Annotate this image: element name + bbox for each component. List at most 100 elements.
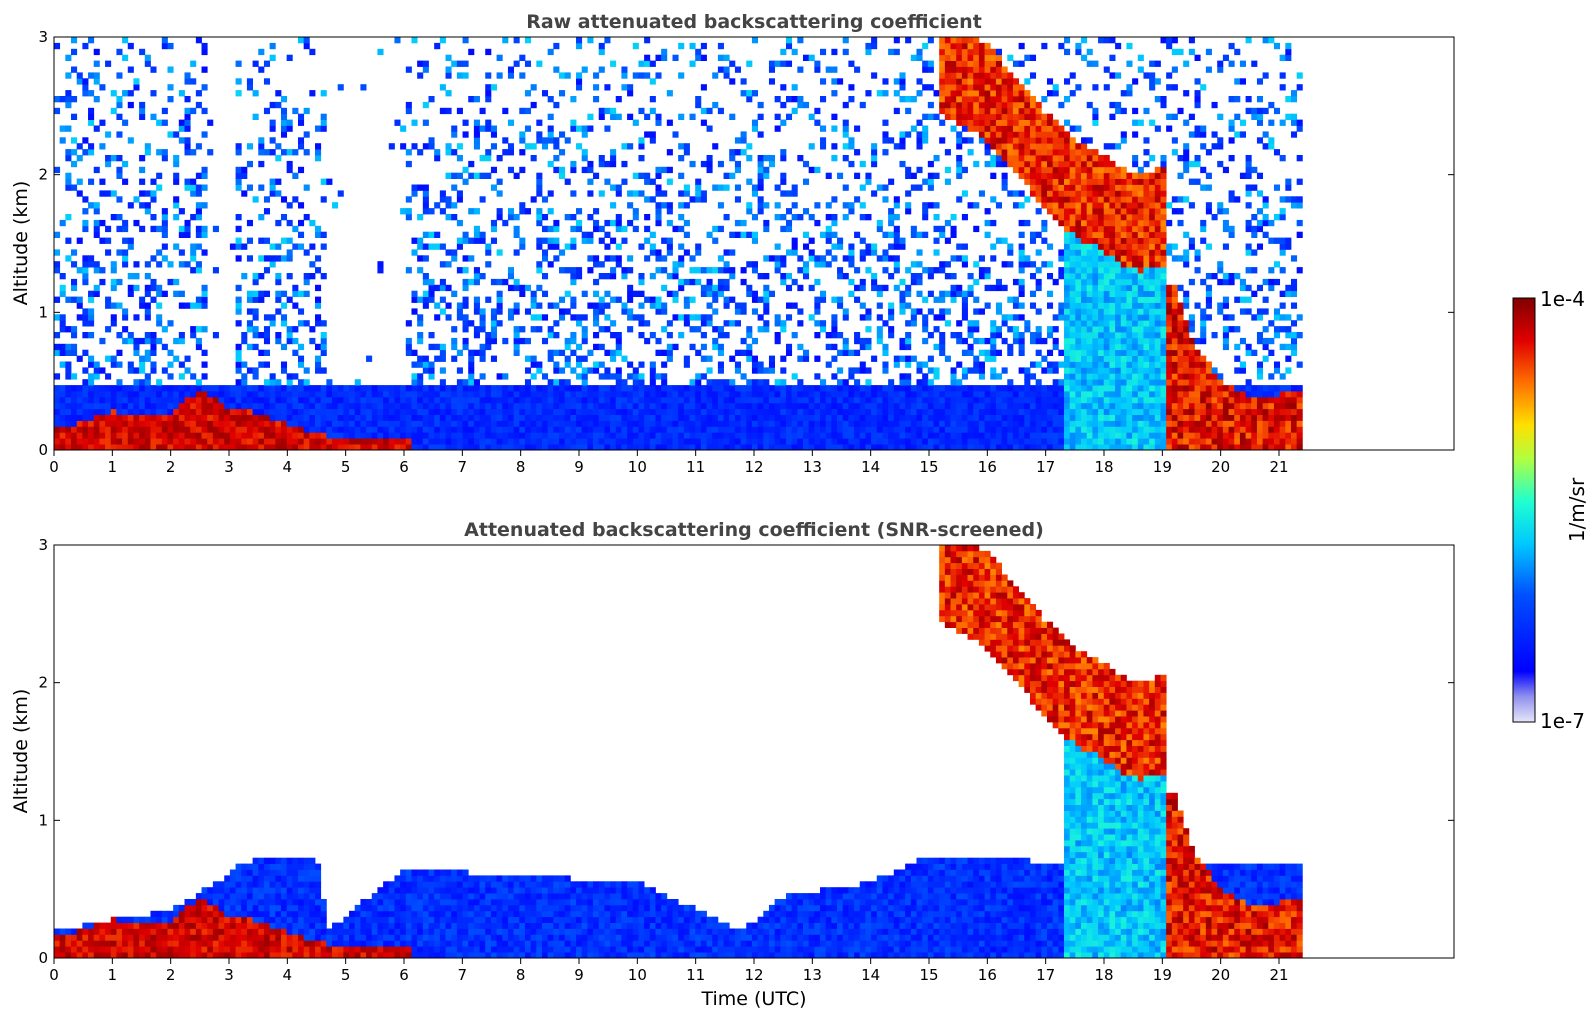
heatmap-cell (831, 314, 838, 321)
heatmap-cell (740, 396, 747, 404)
heatmap-cell (973, 101, 980, 109)
heatmap-cell (133, 284, 140, 292)
heatmap-cell (553, 367, 560, 374)
heatmap-cell (734, 66, 741, 73)
heatmap-cell (417, 337, 424, 345)
heatmap-cell (848, 438, 855, 445)
heatmap-cell (93, 414, 100, 421)
heatmap-cell (751, 296, 758, 303)
heatmap-cell (201, 48, 208, 56)
heatmap-cell (394, 37, 401, 44)
heatmap-cell (139, 408, 146, 415)
heatmap-cell (65, 237, 72, 244)
heatmap-cell (292, 385, 299, 392)
heatmap-cell (195, 184, 202, 191)
heatmap-cell (644, 296, 651, 303)
heatmap-cell (292, 302, 299, 309)
heatmap-cell (729, 402, 736, 410)
heatmap-cell (717, 160, 724, 168)
heatmap-cell (252, 444, 259, 450)
heatmap-cell (621, 426, 628, 433)
heatmap-cell (1035, 125, 1042, 132)
heatmap-cell (422, 60, 429, 67)
heatmap-cell (54, 385, 61, 392)
heatmap-cell (258, 137, 265, 144)
heatmap-cell (116, 349, 123, 356)
heatmap-cell (785, 302, 793, 309)
heatmap-cell (791, 190, 798, 197)
heatmap-cell (865, 420, 872, 427)
heatmap-cell (712, 391, 719, 398)
heatmap-cell (763, 408, 770, 415)
heatmap-cell (751, 414, 758, 421)
heatmap-cell (967, 408, 974, 415)
heatmap-cell (71, 396, 78, 404)
heatmap-cell (156, 225, 163, 233)
heatmap-cell (848, 255, 855, 262)
heatmap-cell (734, 385, 741, 392)
heatmap-cell (1018, 314, 1025, 321)
heatmap-cell (695, 243, 702, 250)
heatmap-cell (110, 444, 117, 450)
heatmap-cell (473, 225, 480, 233)
heatmap-cell (842, 273, 849, 280)
heatmap-cell (610, 444, 617, 450)
heatmap-cell (956, 113, 963, 120)
heatmap-cell (110, 438, 117, 445)
heatmap-cell (893, 231, 900, 238)
heatmap-cell (995, 72, 1002, 79)
heatmap-cell (490, 143, 497, 150)
heatmap-cell (961, 42, 968, 50)
heatmap-cell (700, 284, 707, 292)
heatmap-cell (559, 385, 566, 392)
heatmap-cell (201, 426, 208, 433)
heatmap-cell (513, 414, 520, 421)
heatmap-cell (740, 308, 747, 315)
heatmap-cell (439, 343, 446, 351)
heatmap-cell (757, 414, 764, 421)
heatmap-cell (190, 149, 197, 156)
heatmap-cell (65, 101, 72, 109)
heatmap-cell (530, 155, 537, 162)
heatmap-cell (451, 149, 458, 156)
heatmap-cell (820, 96, 827, 103)
heatmap-cell (167, 96, 174, 103)
heatmap-cell (666, 320, 673, 327)
heatmap-cell (456, 420, 463, 427)
heatmap-cell (961, 48, 968, 56)
heatmap-cell (922, 214, 929, 221)
heatmap-cell (1001, 137, 1008, 144)
heatmap-cell (502, 396, 509, 404)
heatmap-cell (88, 320, 95, 327)
heatmap-cell (666, 408, 673, 415)
heatmap-cell (161, 225, 168, 233)
heatmap-cell (916, 432, 923, 439)
heatmap-cell (1069, 255, 1076, 262)
heatmap-cell (167, 349, 174, 356)
heatmap-cell (717, 426, 724, 433)
heatmap-cell (292, 107, 299, 115)
heatmap-cell (485, 337, 492, 345)
heatmap-cell (144, 355, 151, 362)
heatmap-cell (768, 396, 776, 404)
heatmap-cell (65, 149, 72, 156)
heatmap-cell (865, 48, 872, 56)
heatmap-cell (258, 444, 265, 450)
heatmap-cell (519, 284, 526, 292)
heatmap-cell (621, 385, 628, 392)
heatmap-cell (54, 314, 61, 321)
heatmap-cell (967, 119, 974, 126)
heatmap-cell (1007, 249, 1014, 256)
heatmap-cell (116, 396, 123, 404)
heatmap-cell (854, 367, 861, 374)
heatmap-cell (666, 243, 673, 250)
heatmap-cell (462, 302, 469, 309)
heatmap-cell (133, 408, 140, 415)
heatmap-cell (490, 332, 497, 339)
heatmap-cell (93, 426, 100, 433)
heatmap-cell (780, 414, 787, 421)
panel-raw-heatmap (54, 37, 1303, 450)
heatmap-cell (1024, 131, 1031, 138)
heatmap-cell (1058, 184, 1065, 191)
